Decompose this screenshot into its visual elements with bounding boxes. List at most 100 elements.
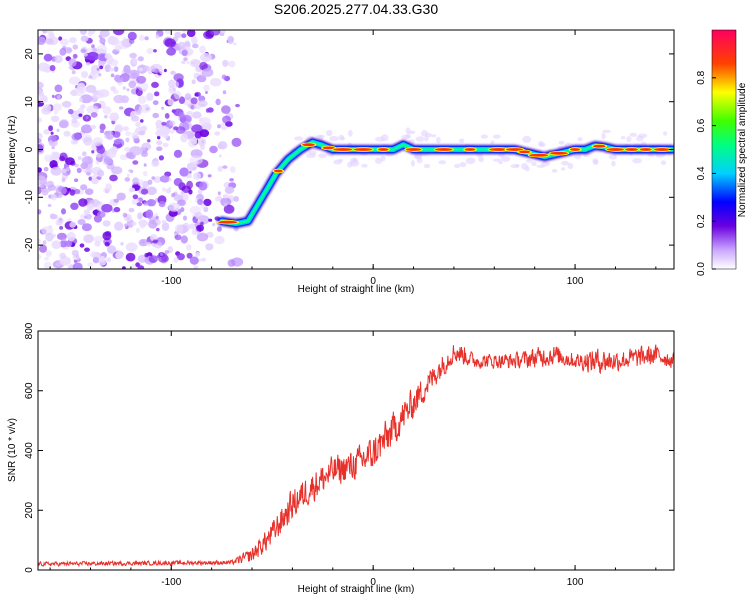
noise-blob [156, 255, 160, 258]
noise-blob [43, 256, 50, 261]
noise-blob [200, 221, 204, 226]
noise-blob [113, 139, 122, 145]
noise-blob [77, 219, 86, 225]
noise-blob [72, 44, 79, 50]
noise-blob [91, 150, 95, 154]
noise-blob [80, 94, 93, 104]
noise-blob [189, 170, 192, 174]
noise-blob [88, 75, 93, 79]
noise-blob [145, 209, 154, 219]
colorbar-tick-label: 0.4 [696, 166, 707, 180]
ridge-hot-red [570, 148, 581, 151]
noise-blob [71, 118, 78, 124]
noise-blob [92, 137, 103, 147]
noise-blob [132, 58, 138, 64]
noise-blob [181, 49, 188, 56]
noise-blob [56, 128, 60, 132]
noise-blob [235, 103, 240, 108]
noise-blob [231, 137, 242, 147]
spectrogram-ytick-label: 0 [24, 146, 35, 152]
noise-blob [148, 220, 158, 229]
noise-blob [79, 30, 88, 35]
noise-blob [183, 57, 188, 62]
noise-blob [176, 253, 185, 261]
noise-blob [217, 124, 221, 129]
noise-blob [97, 169, 105, 178]
noise-blob [88, 30, 96, 35]
noise-blob [109, 67, 115, 72]
ridge-halo-blob [601, 132, 606, 140]
ridge-halo-blob [306, 153, 316, 159]
ridge-hot-red [606, 148, 625, 151]
ridge-halo-blob [318, 153, 327, 159]
noise-blob [42, 240, 47, 245]
ridge-halo-blob [415, 136, 425, 142]
noise-blob [68, 108, 74, 115]
noise-blob [111, 166, 123, 175]
ridge-halo-blob [337, 158, 344, 163]
noise-blob [122, 37, 127, 42]
noise-blob [38, 144, 44, 153]
noise-blob [216, 226, 222, 232]
noise-blob [173, 126, 179, 131]
noise-blob [138, 238, 149, 247]
noise-blob [186, 244, 192, 251]
ridge-hot-red [405, 148, 422, 151]
noise-blob [148, 255, 158, 263]
noise-blob [38, 137, 42, 144]
noise-blob [222, 115, 231, 124]
noise-blob [61, 100, 72, 108]
noise-blob [198, 100, 208, 107]
noise-blob [97, 211, 106, 218]
noise-blob [92, 256, 99, 264]
noise-blob [124, 177, 131, 182]
colorbar-tick-label: 0.6 [696, 118, 707, 132]
noise-blob [192, 43, 199, 49]
noise-blob [99, 123, 106, 131]
ridge-hot-red [654, 148, 670, 151]
noise-blob [217, 191, 221, 195]
ridge-halo-blob [560, 167, 566, 171]
noise-blob [95, 160, 100, 165]
ridge-halo-blob [522, 135, 532, 143]
ridge-hot-red [322, 146, 335, 150]
noise-blob [196, 224, 205, 232]
ridge-halo-blob [561, 160, 570, 166]
noise-blob [186, 252, 193, 259]
noise-blob [137, 95, 147, 104]
ridge-halo-blob [626, 136, 632, 143]
ridge-halo-blob [551, 169, 558, 173]
noise-blob [141, 151, 148, 157]
spectrogram-ylabel: Frequency (Hz) [7, 116, 18, 185]
snr-xtick-label: 0 [370, 577, 376, 588]
ridge-halo-blob [454, 163, 461, 169]
noise-blob [38, 175, 46, 184]
noise-blob [164, 30, 171, 34]
noise-blob [83, 136, 93, 146]
noise-blob [186, 30, 196, 38]
noise-blob [63, 240, 73, 247]
noise-blob [184, 40, 191, 47]
noise-blob [38, 167, 42, 173]
noise-blob [222, 165, 228, 169]
noise-blob [184, 93, 192, 101]
colorbar-tick-label: 0.0 [696, 262, 707, 276]
noise-blob [223, 203, 228, 207]
noise-blob [199, 45, 206, 54]
ridge-hot-red [333, 148, 353, 151]
noise-blob [38, 62, 49, 72]
noise-blob [42, 30, 48, 34]
noise-blob [69, 76, 81, 85]
noise-blob [138, 67, 144, 72]
ridge-halo-blob [478, 156, 484, 163]
noise-blob [142, 170, 148, 177]
noise-blob [80, 162, 88, 170]
noise-blob [59, 226, 64, 230]
ridge-hot-red [593, 144, 606, 148]
noise-blob [208, 218, 213, 222]
noise-blob [122, 126, 129, 131]
noise-blob [164, 68, 167, 73]
noise-blob [197, 198, 204, 206]
